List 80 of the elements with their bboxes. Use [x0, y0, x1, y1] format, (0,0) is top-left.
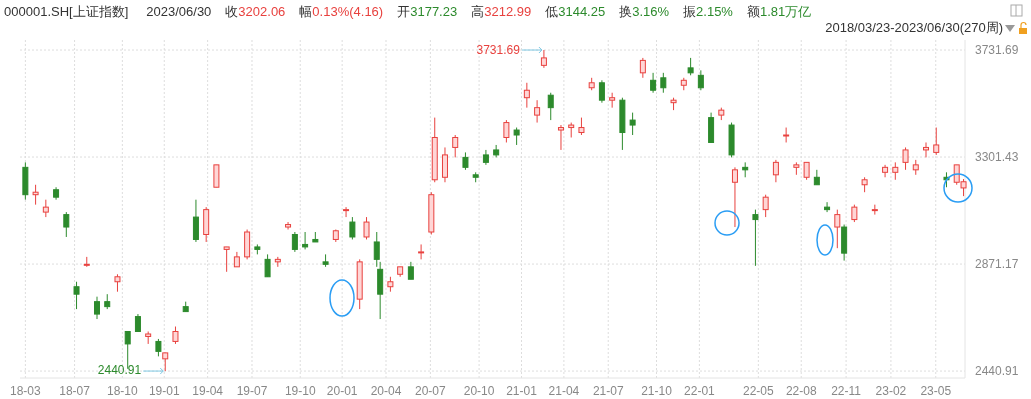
candlestick	[660, 72, 667, 94]
candlestick	[63, 211, 70, 238]
candlestick	[762, 194, 769, 218]
x-tick-label: 22-11	[831, 384, 862, 398]
annotation: 3731.69	[476, 43, 521, 58]
x-tick-label: 21-10	[641, 384, 673, 398]
x-tick-label: 22-08	[785, 384, 817, 398]
x-tick-label: 20-01	[326, 384, 358, 398]
candlestick	[302, 231, 309, 250]
y-tick-label: 2440.91	[975, 364, 1019, 379]
text: 额1.81万亿	[746, 4, 812, 19]
candlestick	[629, 112, 636, 136]
candlestick	[264, 253, 271, 278]
x-tick-label: 19-10	[284, 384, 316, 398]
candlestick	[373, 231, 380, 268]
x-tick-label: 22-01	[684, 384, 716, 398]
candlestick	[213, 164, 220, 188]
y-tick-label: 3301.43	[975, 150, 1019, 165]
candlestick	[418, 243, 425, 260]
text: 2023/06/30	[146, 4, 212, 19]
x-tick-label: 19-01	[148, 384, 180, 398]
candlestick	[609, 92, 616, 109]
x-tick-label: 19-07	[236, 384, 268, 398]
x-tick-label: 19-04	[192, 384, 224, 398]
candlestick	[933, 127, 940, 156]
x-tick-label: 22-05	[743, 384, 775, 398]
x-tick-label: 23-05	[920, 384, 952, 398]
candlestick	[223, 246, 230, 273]
candlestick	[731, 166, 738, 228]
candlestick	[291, 231, 298, 253]
candlestick	[441, 146, 448, 183]
candlestick	[557, 124, 564, 151]
x-tick-label: 20-04	[370, 384, 402, 398]
candlestick	[94, 296, 100, 320]
x-tick-label: 20-07	[415, 384, 447, 398]
candlestick	[363, 216, 370, 240]
candlestick	[783, 127, 790, 143]
x-tick-label: 20-10	[463, 384, 495, 398]
candlestick	[772, 159, 779, 183]
candlestick	[32, 184, 39, 206]
x-tick-label: 23-02	[875, 384, 907, 398]
candlestick	[882, 164, 889, 178]
candlestick	[923, 141, 930, 158]
candlestick	[834, 209, 841, 249]
x-tick-label: 21-01	[506, 384, 538, 398]
text: 换3.16%	[619, 4, 670, 19]
x-tick-label: 18-07	[59, 384, 91, 398]
text: 高3212.99	[471, 4, 532, 19]
y-tick-label: 3731.69	[975, 43, 1019, 58]
candlestick	[343, 206, 350, 218]
candlestick	[349, 216, 356, 240]
y-tick-label: 2871.17	[975, 257, 1019, 272]
candlestick	[902, 146, 909, 171]
candlestick	[73, 281, 80, 310]
candlestick	[540, 49, 547, 69]
candlestick	[285, 221, 292, 231]
candlestick	[650, 72, 657, 94]
candlestick	[697, 69, 704, 91]
text: 低3144.25	[545, 4, 606, 19]
x-tick-label: 21-07	[592, 384, 624, 398]
candlestick	[752, 209, 759, 267]
x-tick-label: 18-03	[10, 384, 42, 398]
text: 开3177.23	[397, 4, 458, 19]
annotation: 2440.91	[97, 363, 142, 378]
candlestick	[824, 201, 831, 213]
candlestick	[598, 79, 605, 104]
candlestick	[503, 119, 510, 143]
text: 幅0.13%(4.16)	[299, 4, 384, 19]
candlestick	[639, 57, 646, 79]
x-tick-label: 21-04	[548, 384, 580, 398]
text: 收3202.06	[225, 4, 286, 19]
candlestick	[534, 99, 541, 124]
chart-subtitle: 2018/03/23-2023/06/30(270周)	[825, 20, 1003, 35]
candlestick	[523, 82, 530, 109]
text: 振2.15%	[683, 4, 734, 19]
x-tick-label: 18-10	[107, 384, 139, 398]
candlestick	[547, 92, 554, 121]
chart-title: 000001.SH[上证指数]	[4, 4, 129, 19]
candlestick	[452, 134, 459, 158]
candlestick	[192, 199, 199, 243]
